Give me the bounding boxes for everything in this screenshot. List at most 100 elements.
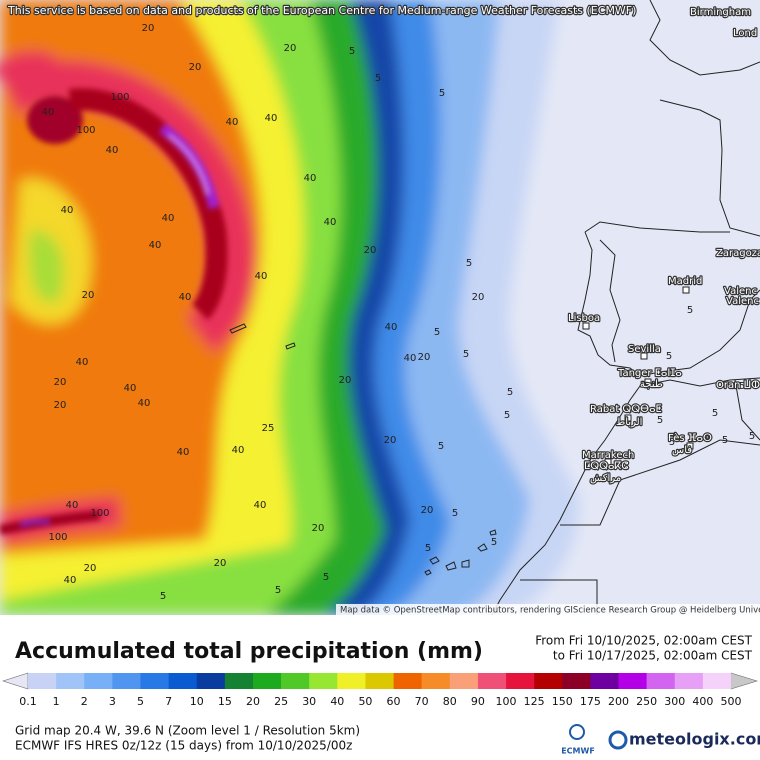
contour-label: 5 — [439, 88, 445, 99]
contour-label: 40 — [265, 113, 278, 124]
contour-label: 40 — [179, 292, 192, 303]
contour-label: 5 — [425, 543, 431, 554]
legend-tick-label: 15 — [218, 695, 232, 708]
city-label: مراكش — [590, 473, 621, 484]
city-label: Zaragoza — [716, 248, 760, 259]
contour-label: 20 — [384, 435, 397, 446]
legend-swatch — [281, 673, 310, 689]
legend-tick-label: 70 — [415, 695, 429, 708]
legend-swatch — [506, 673, 535, 689]
legend-swatch — [393, 673, 422, 689]
city-label: الرباط — [616, 417, 642, 428]
contour-label: 100 — [90, 508, 109, 519]
meteologix-logo: meteologix.com — [629, 730, 760, 749]
contour-label: 20 — [214, 558, 227, 569]
legend-tick-label: 200 — [608, 695, 629, 708]
contour-label: 5 — [722, 435, 728, 446]
legend-swatch — [449, 673, 479, 689]
legend-tick-label: 80 — [443, 695, 457, 708]
legend-tick-label: 10 — [190, 695, 204, 708]
contour-label: 40 — [124, 383, 137, 394]
legend-tick-label: 20 — [246, 695, 260, 708]
contour-label: 20 — [142, 23, 155, 34]
city-marker — [686, 442, 694, 450]
city-marker — [582, 322, 590, 330]
contour-label: 40 — [42, 107, 55, 118]
legend-tick-label: 500 — [721, 695, 742, 708]
contour-label: 5 — [507, 387, 513, 398]
city-label: Birmingham — [690, 7, 751, 18]
city-marker — [604, 458, 612, 466]
city-label: Valenc — [724, 286, 757, 297]
legend-swatch — [674, 673, 704, 689]
city-marker — [624, 414, 632, 422]
legend-tick-label: 300 — [664, 695, 685, 708]
info-panel: Accumulated total precipitation (mm) Fro… — [2, 634, 760, 756]
city-label: Fès ⴼⴰⵙ — [668, 432, 712, 444]
contour-label: 20 — [418, 352, 431, 363]
contour-label: 5 — [712, 408, 718, 419]
city-label: Rabat ⵕⵕⴱⴰⵟ — [590, 404, 662, 415]
contour-label: 5 — [666, 351, 672, 362]
contour-label: 5 — [739, 381, 745, 392]
legend-under — [2, 672, 29, 690]
contour-label: 20 — [312, 523, 325, 534]
contour-label: 5 — [504, 410, 510, 421]
city-marker — [640, 352, 648, 360]
contour-label: 20 — [284, 43, 297, 54]
city-label: Lisboa — [568, 313, 600, 324]
legend-tick-label: 100 — [496, 695, 517, 708]
contour-label: 40 — [138, 398, 151, 409]
legend-swatch — [224, 673, 254, 689]
contour-label: 40 — [254, 500, 267, 511]
chart-title: Accumulated total precipitation (mm) — [15, 639, 483, 664]
contour-label: 5 — [452, 508, 458, 519]
legend-swatch — [28, 673, 57, 689]
contour-label: 40 — [66, 500, 79, 511]
legend-swatch — [309, 673, 338, 689]
legend-swatch — [702, 673, 732, 689]
city-marker — [644, 378, 652, 386]
map-attribution: Map data © OpenStreetMap contributors, r… — [340, 606, 760, 616]
city-label: Sevilla — [628, 344, 661, 355]
contour-label: 5 — [438, 441, 444, 452]
contour-label: 20 — [421, 505, 434, 516]
contour-label: 5 — [349, 46, 355, 57]
city-label: فاس — [672, 445, 692, 456]
legend-swatch — [84, 673, 113, 689]
city-label: Lond — [733, 28, 757, 39]
legend-tick-label: 125 — [524, 695, 545, 708]
contour-label: 20 — [84, 563, 97, 574]
city-marker — [682, 286, 690, 294]
contour-label: 40 — [177, 447, 190, 458]
contour-label: 20 — [54, 400, 67, 411]
legend-swatch — [196, 673, 226, 689]
contour-label: 20 — [82, 290, 95, 301]
contour-label: 40 — [404, 353, 417, 364]
contour-label: 5 — [669, 437, 675, 448]
contour-label: 40 — [61, 205, 74, 216]
legend-tick-label: 5 — [137, 695, 144, 708]
legend-swatch — [618, 673, 647, 689]
contour-label: 40 — [324, 217, 337, 228]
legend-tick-label: 400 — [692, 695, 713, 708]
contour-label: 20 — [472, 292, 485, 303]
legend-tick-label: 3 — [109, 695, 116, 708]
legend-swatch — [112, 673, 141, 689]
contour-label: 5 — [657, 415, 663, 426]
period-from: From Fri 10/10/2025, 02:00am CEST — [535, 634, 752, 648]
contour-label: 5 — [160, 591, 166, 602]
legend-swatch — [590, 673, 619, 689]
contour-label: 40 — [226, 117, 239, 128]
legend-tick-label: 7 — [165, 695, 172, 708]
contour-label: 20 — [54, 377, 67, 388]
legend-tick-label: 1 — [53, 695, 60, 708]
city-label: Tanger ⵟⴰⵏⵊⴰ — [617, 368, 682, 379]
legend-swatch — [646, 673, 676, 689]
city-label: ⵎⵕⵕⴰⴽⵛ — [584, 461, 628, 472]
contour-label: 5 — [491, 537, 497, 548]
legend-tick-label: 0.1 — [19, 695, 37, 708]
legend-swatch — [252, 673, 282, 689]
